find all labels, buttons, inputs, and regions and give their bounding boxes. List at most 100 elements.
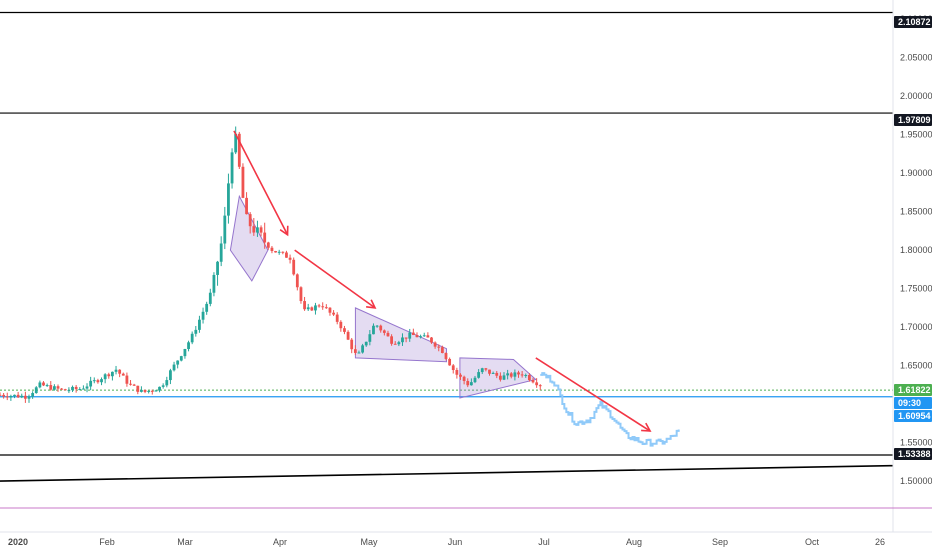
candle [509,372,513,379]
candle [535,378,539,388]
downtrend-arrows[interactable] [233,130,652,432]
price-badge: 1.53388 [894,448,932,460]
horizontal-levels [0,11,893,456]
candle [379,324,383,333]
svg-text:1.97809: 1.97809 [898,115,931,125]
time-axis[interactable]: 2020 Feb Mar Apr May Jun Jul Aug Sep Oct 26 [8,537,885,547]
candle [408,328,412,342]
candle [81,385,85,390]
candle [270,246,274,254]
y-tick-label: 1.75000 [900,284,932,294]
candle [357,350,361,354]
candle [506,369,510,380]
channel-0[interactable] [229,194,269,282]
candle [103,373,107,384]
candle [390,334,394,346]
candle [285,250,288,258]
candle [92,377,96,384]
price-badge: 1.61822 [894,384,932,396]
candle [161,383,165,389]
price-badge: 2.10872 [894,16,932,28]
candle [259,225,263,237]
candle [433,341,437,349]
candle [263,222,267,249]
candle [56,384,60,392]
candle [136,385,140,395]
y-tick-label: 1.90000 [900,168,932,178]
candle [440,345,444,354]
y-tick-label: 1.95000 [900,130,932,140]
arrow-2[interactable] [535,357,652,432]
channel-patterns[interactable] [229,194,537,399]
candle [277,249,281,255]
candle [125,372,129,387]
candle [85,383,89,393]
candle [361,343,364,354]
candle [107,372,111,379]
candle [252,218,256,236]
arrow-1[interactable] [294,249,377,309]
candle [49,381,53,391]
candle [179,355,183,362]
svg-text:1.61822: 1.61822 [898,385,931,395]
y-tick-label: 1.80000 [900,245,932,255]
candle [248,212,252,234]
y-tick-label: 1.65000 [900,361,932,371]
long-term-trendline[interactable] [0,464,894,482]
candle [274,250,277,253]
candle [227,173,230,224]
svg-text:1.53388: 1.53388 [898,449,931,459]
candle [477,369,481,379]
candle [462,375,466,385]
candle [448,357,452,366]
candle [169,368,172,385]
price-badge: 1.97809 [894,114,932,126]
candle [245,192,248,215]
x-tick-label: May [360,537,378,547]
candle [74,385,78,393]
candle [310,306,314,311]
candle [324,304,328,309]
price-axis-panel[interactable] [893,0,932,550]
candle [0,392,2,396]
candle [23,391,27,403]
candle [89,376,93,391]
candle [473,375,477,384]
x-tick-label: Sep [712,537,728,547]
candle [328,307,332,316]
x-tick-label: Oct [805,537,820,547]
x-tick-label: Aug [626,537,642,547]
y-tick-label: 2.00000 [900,91,932,101]
y-tick-label: 1.70000 [900,322,932,332]
candle [42,381,45,387]
candle [455,367,459,379]
candle [484,367,488,372]
candle [241,163,245,199]
trendline[interactable] [0,464,894,482]
candle [219,236,223,267]
candle [368,329,372,346]
candle [114,365,118,375]
candle [237,131,241,170]
candle [426,332,430,338]
candle [299,286,303,304]
candle [100,377,103,386]
candle [288,254,292,264]
candle [335,312,339,325]
candle [332,310,335,317]
candle [205,301,209,315]
candle [531,377,535,384]
candle [118,369,122,378]
candle [317,303,321,308]
candle [422,332,426,337]
channel-2[interactable] [459,357,537,399]
candle [419,334,423,339]
arrow-0[interactable] [233,130,289,237]
candle [67,387,71,394]
candle [321,302,325,310]
candle [78,387,82,391]
candle [129,380,132,386]
x-tick-label: 26 [875,537,885,547]
projection-line [540,372,680,447]
